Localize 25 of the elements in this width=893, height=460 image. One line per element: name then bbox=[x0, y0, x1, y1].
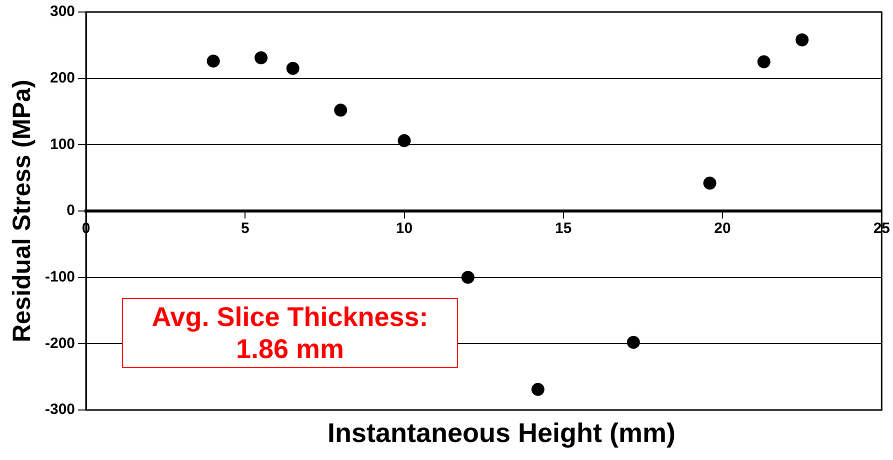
point bbox=[398, 134, 411, 148]
point bbox=[206, 54, 220, 68]
y-tick-label: -100 bbox=[44, 268, 76, 286]
point bbox=[703, 176, 716, 190]
x-tick-label: 15 bbox=[555, 220, 572, 238]
y-tick-label: 300 bbox=[50, 3, 76, 20]
point bbox=[796, 33, 809, 46]
point bbox=[531, 382, 544, 396]
y-tick-label: -200 bbox=[44, 334, 76, 352]
x-tick-label: 5 bbox=[240, 220, 250, 238]
y-tick-label: -300 bbox=[44, 401, 76, 418]
point bbox=[461, 270, 474, 284]
point bbox=[626, 336, 640, 349]
point bbox=[757, 55, 770, 68]
y-tick-label: 100 bbox=[50, 136, 76, 153]
y-tick-label: 0 bbox=[66, 202, 76, 220]
x-axis-title: Instantaneous Height (mm) bbox=[326, 418, 677, 449]
point bbox=[334, 104, 348, 117]
annotation: Avg. Slice Thickness: 1.86 mm bbox=[122, 298, 458, 368]
x-tick-label: 20 bbox=[714, 220, 731, 238]
point bbox=[254, 51, 268, 64]
y-tick-label: 200 bbox=[50, 69, 76, 86]
point bbox=[286, 62, 300, 75]
x-tick-label: 10 bbox=[396, 220, 413, 238]
y-axis-title: Residual Stress (MPa) bbox=[8, 80, 36, 342]
